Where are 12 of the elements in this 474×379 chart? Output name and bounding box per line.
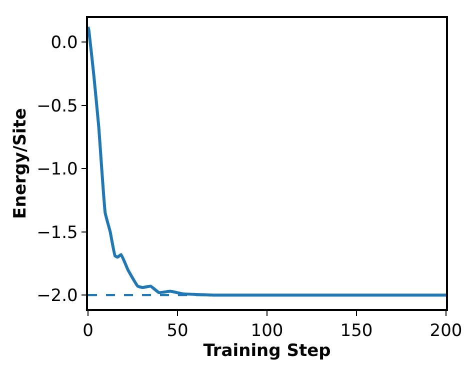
y-tick-label: 0.0 — [50, 32, 78, 53]
x-axis-title: Training Step — [203, 341, 331, 362]
x-tick-label: 150 — [340, 321, 373, 342]
y-tick-label: −0.5 — [36, 96, 78, 116]
x-tick-label: 100 — [250, 321, 284, 342]
x-tick-label: 0 — [82, 321, 94, 342]
x-tick-label: 200 — [430, 321, 462, 342]
y-tick-label: −1.5 — [36, 222, 78, 243]
y-tick-label: −2.0 — [36, 286, 78, 306]
y-tick-label: −1.0 — [36, 160, 78, 180]
x-tick-label: 50 — [166, 321, 188, 342]
y-axis-title: Energy/Site — [10, 108, 31, 219]
